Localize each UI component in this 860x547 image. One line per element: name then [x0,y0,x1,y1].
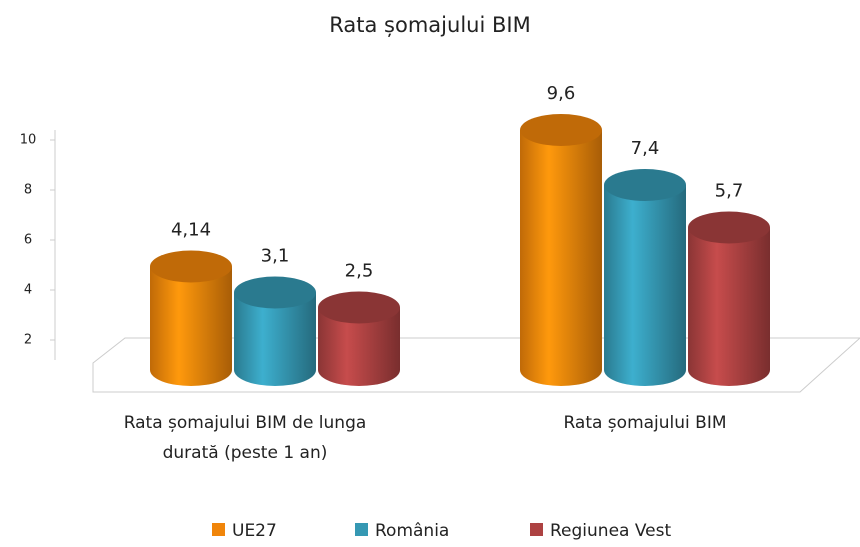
data-label: 2,5 [345,261,374,282]
data-label: 3,1 [261,246,290,267]
y-tick-label: 8 [24,183,32,198]
bar-top [318,291,400,324]
legend-label: Regiunea Vest [550,521,671,541]
y-tick-label: 4 [24,283,32,298]
bar-top [150,250,232,283]
y-tick-label: 6 [24,233,32,248]
x-tick-label: Rata șomajului BIM [563,413,727,433]
legend-swatch [530,523,543,536]
data-label: 9,6 [547,83,576,104]
bar-top [604,169,686,201]
legend-swatch [212,523,225,536]
legend-swatch [355,523,368,536]
y-tick-label: 10 [20,133,37,148]
bar [604,185,686,370]
x-tick-label: Rata șomajului BIM de lunga durată (pest… [123,413,367,463]
legend-label: UE27 [232,521,277,541]
bar [520,130,602,370]
chart-title: Rata șomajului BIM [329,13,530,37]
data-label: 7,4 [631,138,660,159]
legend-label: România [375,521,449,541]
bar-top [234,276,316,309]
data-label: 5,7 [715,181,744,202]
y-tick-label: 2 [24,333,32,348]
floor [92,337,860,393]
bar-top [520,114,602,146]
bar [150,266,232,370]
data-label: 4,14 [171,220,211,241]
bar-top [688,211,770,244]
bar [688,227,770,370]
